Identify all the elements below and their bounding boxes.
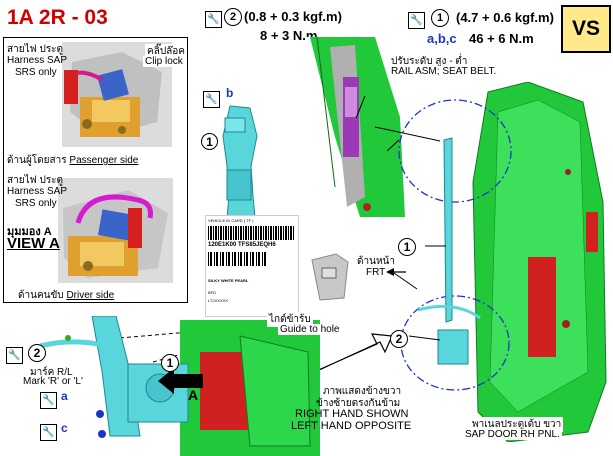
driver-side-label: ด้านคนขับ Driver side bbox=[18, 288, 114, 303]
inset-harness-th-2: สายไฟ ประตู bbox=[7, 175, 64, 186]
callout-2-circle: 2 bbox=[390, 330, 408, 348]
clip-lock-en: Clip lock bbox=[143, 56, 185, 67]
barcode bbox=[208, 252, 268, 266]
passenger-side-label: ด้านผู้โดยสาร Passenger side bbox=[7, 153, 138, 168]
callout-1-circle: 1 bbox=[398, 238, 416, 256]
torque-wrench-icon: 🔧 bbox=[40, 390, 57, 409]
driver-side-en: Driver side bbox=[66, 290, 115, 301]
inset-harness-en-2b: SRS only bbox=[15, 198, 57, 209]
retractor-detail bbox=[222, 105, 258, 242]
passenger-side-image bbox=[62, 42, 172, 147]
torque-wrench-icon: 🔧 bbox=[40, 422, 57, 441]
guide-en: Guide to hole bbox=[278, 324, 342, 335]
door-en: SAP DOOR RH PNL. bbox=[463, 429, 562, 440]
bottom-closeup-image bbox=[40, 316, 320, 456]
mark-en: Mark 'R' or 'L' bbox=[23, 376, 83, 387]
torque-wrench-icon: 🔧 bbox=[408, 10, 425, 29]
rail-en: RAIL ASM; SEAT BELT. bbox=[389, 66, 499, 77]
letter-b: b bbox=[226, 86, 234, 100]
callout-2-circle: 2 bbox=[28, 344, 46, 362]
id-card-line2: 120E1K00 TFS85JEQH6 bbox=[208, 242, 276, 248]
torque-wrench-icon: 🔧 bbox=[6, 345, 23, 364]
vs-badge-label: VS bbox=[571, 17, 600, 40]
id-card-line3: SILKY WHITE PEARL bbox=[208, 278, 249, 283]
rh-en-1: RIGHT HAND SHOWN bbox=[295, 408, 409, 420]
rh-th-1: ภาพแสดงข้างขวา bbox=[323, 386, 402, 397]
callout-1-circle: 1 bbox=[201, 133, 218, 150]
callout-1-circle: 1 bbox=[161, 354, 179, 372]
front-th: ด้านหน้า bbox=[357, 256, 395, 267]
torque-nm-right: 46 + 6 N.m bbox=[469, 31, 534, 46]
id-card-small-b: LT2XXXXX bbox=[208, 298, 228, 303]
callout-1-circle: 1 bbox=[431, 9, 449, 27]
callout-2-circle: 2 bbox=[224, 8, 242, 26]
door-panel-image bbox=[472, 82, 607, 442]
page-title: 1A 2R - 03 bbox=[7, 6, 108, 29]
view-a-title: VIEW A bbox=[7, 235, 60, 252]
torque-wrench-icon: 🔧 bbox=[203, 89, 220, 108]
callout-num: 1 bbox=[436, 12, 444, 24]
inset-harness-th-1: สายไฟ ประตู bbox=[7, 44, 64, 55]
torque-kgf-right: (4.7 + 0.6 kgf.m) bbox=[456, 10, 554, 25]
id-card-line1: VEHICLE ID CARD ( TF ) bbox=[208, 218, 254, 223]
letter-a: a bbox=[61, 389, 68, 403]
torque-wrench-icon: 🔧 bbox=[205, 9, 222, 28]
front-en: FRT bbox=[366, 267, 386, 278]
torque-kgf-left: (0.8 + 0.3 kgf.m) bbox=[244, 9, 342, 24]
inset-harness-en-1b: SRS only bbox=[15, 67, 57, 78]
view-a-marker: A bbox=[188, 387, 199, 403]
callout-num: 1 bbox=[166, 356, 174, 370]
inset-harness-en-2a: Harness SAP bbox=[7, 186, 68, 197]
callout-num: 2 bbox=[229, 11, 237, 23]
callout-num: 1 bbox=[403, 240, 411, 254]
rail-th: ปรับระดับ สูง - ต่ำ bbox=[389, 54, 470, 69]
clip-lock-th: คลิ๊ปล๊อค bbox=[145, 44, 187, 59]
mark-th: มาร์ค R/L bbox=[30, 367, 73, 378]
driver-side-th: ด้านคนขับ bbox=[18, 290, 64, 301]
torque-letters: a,b,c bbox=[427, 31, 457, 46]
inset-harness-en-1a: Harness SAP bbox=[7, 55, 68, 66]
passenger-side-en: Passenger side bbox=[69, 155, 139, 166]
rh-en-2: LEFT HAND OPPOSITE bbox=[291, 420, 412, 432]
door-th: พาเนลประตูเด้บ ขวา bbox=[470, 417, 564, 432]
vs-badge: VS bbox=[561, 5, 611, 53]
passenger-side-th: ด้านผู้โดยสาร bbox=[7, 155, 67, 166]
id-card-small-a: BFD bbox=[208, 290, 216, 295]
driver-side-image bbox=[58, 178, 173, 283]
rh-th-2: ข้างซ้ายตรงกันข้าม bbox=[316, 398, 401, 409]
callout-num: 2 bbox=[33, 346, 41, 360]
guide-th: ไกด์ข้าร้บ bbox=[267, 312, 313, 327]
belt-tag-image bbox=[311, 253, 349, 301]
vehicle-id-card: VEHICLE ID CARD ( TF ) 120E1K00 TFS85JEQ… bbox=[205, 215, 299, 317]
letter-c: c bbox=[61, 421, 68, 435]
barcode bbox=[208, 226, 294, 240]
torque-nm-left: 8 + 3 N.m bbox=[260, 28, 318, 43]
callout-num: 2 bbox=[395, 332, 403, 346]
view-a-th: มุมมอง A bbox=[7, 226, 52, 238]
callout-num: 1 bbox=[206, 134, 213, 149]
